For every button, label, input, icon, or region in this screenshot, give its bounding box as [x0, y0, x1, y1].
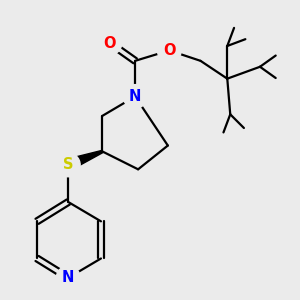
Text: S: S — [63, 158, 74, 172]
Polygon shape — [66, 150, 103, 170]
Text: N: N — [129, 89, 141, 104]
Circle shape — [98, 31, 122, 55]
Circle shape — [56, 266, 80, 290]
Circle shape — [123, 85, 147, 108]
Circle shape — [56, 153, 80, 177]
Circle shape — [158, 38, 181, 62]
Text: N: N — [62, 270, 74, 285]
Text: O: O — [103, 35, 116, 50]
Text: O: O — [163, 43, 176, 58]
